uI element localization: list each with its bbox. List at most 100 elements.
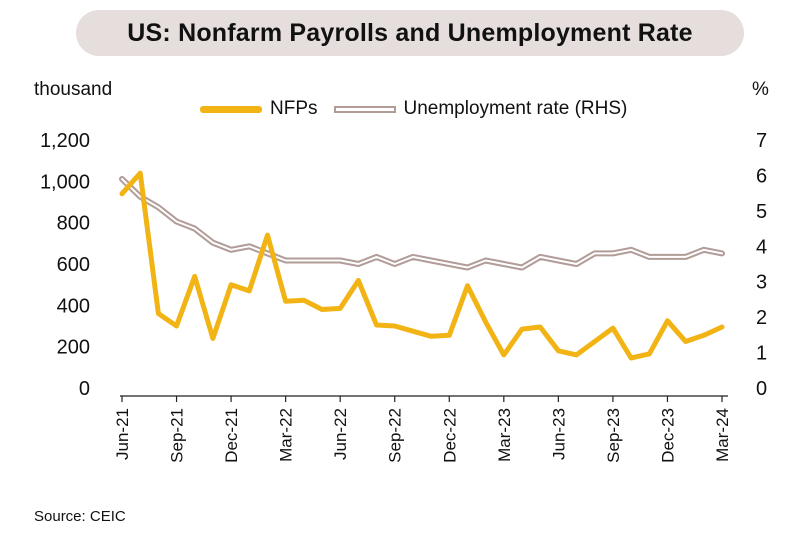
y-left-tick-label: 0 bbox=[79, 378, 90, 400]
unemployment-rate-line bbox=[119, 176, 725, 271]
x-tick-label: Jun-22 bbox=[331, 408, 350, 460]
nfp-point bbox=[556, 348, 561, 353]
nfp-point bbox=[156, 311, 161, 316]
nfp-point bbox=[356, 278, 361, 283]
legend-item-unemployment: Unemployment rate (RHS) bbox=[333, 98, 628, 120]
nfp-point bbox=[720, 325, 725, 330]
legend-label-unemployment: Unemployment rate (RHS) bbox=[403, 98, 628, 119]
left-axis-unit: thousand bbox=[34, 79, 113, 100]
unemployment-rate-point bbox=[447, 262, 452, 267]
axes-layer bbox=[120, 395, 728, 402]
unemployment-rate-point bbox=[174, 219, 179, 224]
y-right-tick-label: 7 bbox=[756, 130, 767, 152]
nfp-point bbox=[447, 333, 452, 338]
nfp-point bbox=[283, 299, 288, 304]
nfp-point bbox=[538, 325, 543, 330]
x-tick-label: Dec-22 bbox=[440, 408, 459, 463]
unemployment-rate-point bbox=[629, 247, 634, 252]
nfp-line bbox=[119, 170, 725, 361]
x-tick-label: Sep-22 bbox=[386, 408, 405, 463]
y-left-tick-label: 1,200 bbox=[40, 130, 90, 152]
nfp-point bbox=[392, 324, 397, 329]
unemployment-rate-point bbox=[483, 258, 488, 263]
nfp-point bbox=[338, 306, 343, 311]
unemployment-rate-point bbox=[683, 254, 688, 259]
unemployment-rate-point bbox=[501, 262, 506, 267]
x-tick-label: Jun-21 bbox=[113, 408, 132, 460]
nfp-point bbox=[410, 329, 415, 334]
unemployment-rate-point bbox=[647, 254, 652, 259]
nfp-point bbox=[192, 274, 197, 279]
nfp-point bbox=[701, 333, 706, 338]
y-right-tick-label: 0 bbox=[756, 378, 767, 400]
unemployment-rate-point bbox=[665, 254, 670, 259]
nfp-point bbox=[138, 171, 143, 176]
x-tick-label: Dec-21 bbox=[222, 408, 241, 463]
x-tick-label: Jun-23 bbox=[549, 408, 568, 460]
nfp-point bbox=[247, 288, 252, 293]
unemployment-rate-point bbox=[338, 258, 343, 263]
unemployment-rate-point bbox=[283, 258, 288, 263]
unemployment-rate-point bbox=[592, 251, 597, 256]
nfp-point bbox=[120, 191, 125, 196]
chart-title-banner: US: Nonfarm Payrolls and Unemployment Ra… bbox=[76, 10, 744, 56]
y-right-tick-label: 5 bbox=[756, 201, 767, 223]
nfp-point bbox=[229, 282, 234, 287]
nfp-point bbox=[574, 352, 579, 357]
unemployment-rate-point bbox=[574, 262, 579, 267]
unemployment-rate-point bbox=[556, 258, 561, 263]
unemployment-rate-point bbox=[465, 265, 470, 270]
x-tick-label: Sep-23 bbox=[604, 408, 623, 463]
unemployment-rate-point bbox=[120, 176, 125, 181]
nfp-point bbox=[665, 318, 670, 323]
nfp-point bbox=[629, 356, 634, 361]
nfp-point bbox=[320, 307, 325, 312]
nfp-point bbox=[374, 322, 379, 327]
legend-item-nfp: NFPs bbox=[200, 98, 318, 120]
nfp-point bbox=[592, 339, 597, 344]
unemployment-rate-point bbox=[701, 247, 706, 252]
y-left-tick-label: 400 bbox=[57, 295, 90, 317]
nfp-point bbox=[520, 327, 525, 332]
right-axis-unit: % bbox=[752, 79, 769, 100]
nfp-point bbox=[210, 336, 215, 341]
legend-swatch-unemployment bbox=[333, 105, 396, 113]
unemployment-rate-point bbox=[520, 265, 525, 270]
nfp-point bbox=[647, 351, 652, 356]
legend-label-nfp: NFPs bbox=[270, 98, 318, 119]
y-right-tick-label: 2 bbox=[756, 307, 767, 329]
unemployment-rate-point bbox=[429, 258, 434, 263]
nfp-point bbox=[610, 326, 615, 331]
unemployment-rate-point bbox=[156, 205, 161, 210]
nfp-point bbox=[174, 324, 179, 329]
y-left-tick-label: 800 bbox=[57, 213, 90, 235]
y-left-tick-label: 600 bbox=[57, 254, 90, 276]
unemployment-rate-point bbox=[138, 194, 143, 199]
ticks-layer: Jun-21 Sep-21 Dec-21 Mar-22 Jun-22 Sep-22 Dec-… bbox=[40, 130, 767, 463]
unemployment-rate-point bbox=[538, 254, 543, 259]
x-tick-label: Sep-21 bbox=[168, 408, 187, 463]
unemployment-rate-point bbox=[229, 247, 234, 252]
legend-swatch-nfp bbox=[200, 105, 262, 113]
x-tick-label: Mar-24 bbox=[713, 408, 732, 462]
unemployment-rate-point bbox=[301, 258, 306, 263]
unemployment-rate-point bbox=[265, 251, 270, 256]
y-right-tick-label: 1 bbox=[756, 343, 767, 365]
y-right-tick-label: 3 bbox=[756, 272, 767, 294]
nfp-point bbox=[501, 352, 506, 357]
y-right-tick-label: 4 bbox=[756, 236, 767, 258]
chart-title: US: Nonfarm Payrolls and Unemployment Ra… bbox=[127, 18, 693, 47]
unemployment-rate-point bbox=[247, 244, 252, 249]
series-layer bbox=[119, 170, 725, 361]
nfp-point bbox=[483, 319, 488, 324]
y-left-tick-label: 1,000 bbox=[40, 171, 90, 193]
unemployment-rate-point bbox=[320, 258, 325, 263]
nfp-point bbox=[301, 298, 306, 303]
unemployment-rate-point bbox=[192, 226, 197, 231]
unemployment-rate-point bbox=[210, 240, 215, 245]
nfp-point bbox=[683, 339, 688, 344]
chart-legend: NFPs Unemployment rate (RHS) bbox=[200, 98, 643, 120]
unemployment-rate-line-inner bbox=[121, 178, 723, 269]
nfp-point bbox=[465, 283, 470, 288]
